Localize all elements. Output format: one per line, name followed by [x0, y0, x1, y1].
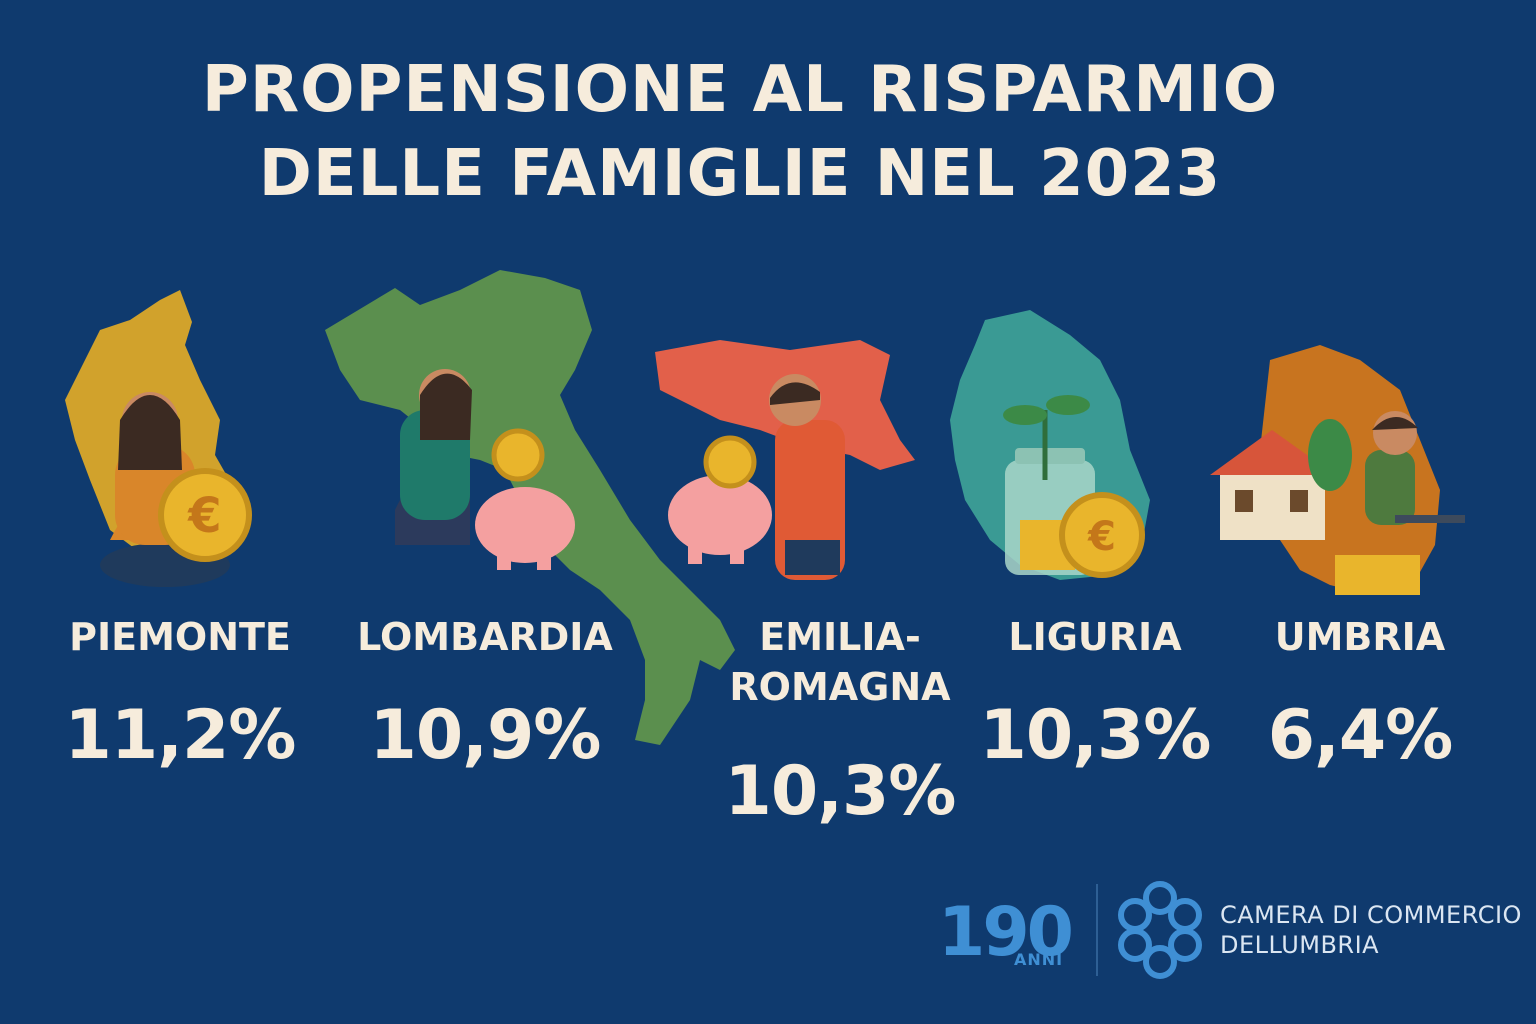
title-line-1: PROPENSIONE AL RISPARMIO [201, 53, 1279, 127]
savings-jar-plant-icon: € [1003, 395, 1145, 578]
region-name-liguria: LIGURIA [1008, 615, 1182, 659]
man-with-piggy-bank-icon [668, 374, 845, 580]
region-name-emilia-line1: EMILIA- [759, 615, 921, 659]
woman-with-piggy-bank-icon [395, 369, 575, 570]
region-value-emilia-romagna: 10,3% [724, 752, 957, 831]
chamber-logo-icon [1118, 881, 1202, 979]
anniversary-number: 190 [938, 893, 1074, 972]
title-line-2: DELLE FAMIGLIE NEL 2023 [258, 137, 1222, 211]
svg-text:€: € [187, 488, 221, 544]
footer-divider [1096, 884, 1098, 976]
region-name-emilia-line2: ROMAGNA [729, 665, 951, 709]
organization-line-1: CAMERA DI COMMERCIO [1220, 901, 1522, 929]
house-and-laptop-man-icon [1210, 411, 1465, 595]
region-name-lombardia: LOMBARDIA [357, 615, 613, 659]
region-name-emilia-romagna: EMILIA- ROMAGNA [710, 612, 970, 712]
organization-name: CAMERA DI COMMERCIO DELLUMBRIA [1220, 900, 1522, 960]
svg-text:€: € [1087, 514, 1116, 560]
region-value-piemonte: 11,2% [64, 696, 297, 775]
page-title: PROPENSIONE AL RISPARMIO DELLE FAMIGLIE … [0, 48, 1480, 216]
anniversary-word: ANNI [1014, 950, 1064, 969]
organization-line-2: DELLUMBRIA [1220, 931, 1380, 959]
woman-holding-euro-coin-icon: € [100, 392, 252, 587]
region-name-piemonte: PIEMONTE [69, 615, 291, 659]
region-value-lombardia: 10,9% [369, 696, 602, 775]
region-value-umbria: 6,4% [1267, 696, 1454, 775]
region-name-umbria: UMBRIA [1274, 615, 1446, 659]
region-value-liguria: 10,3% [979, 696, 1212, 775]
